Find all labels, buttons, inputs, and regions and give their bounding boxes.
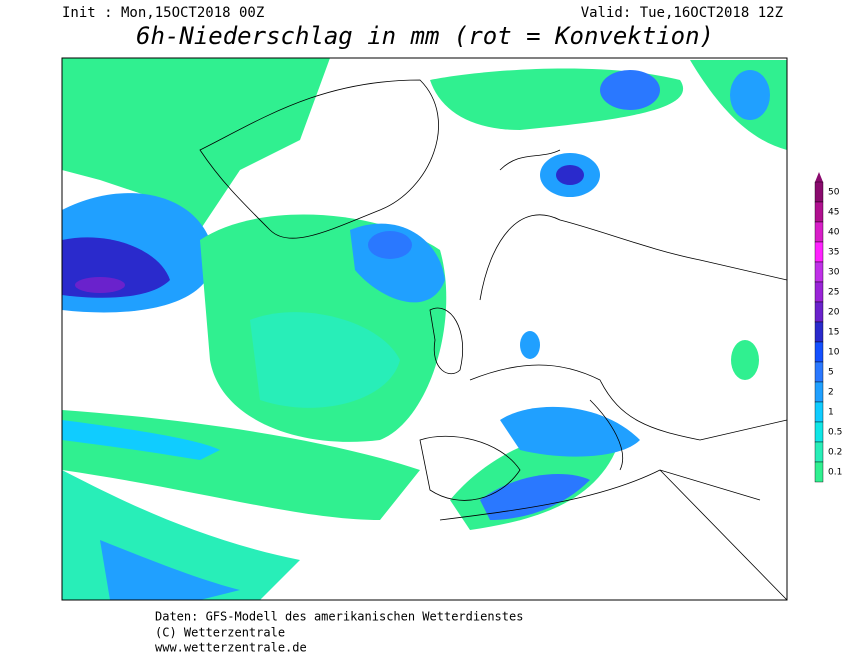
color-swatch — [814, 321, 824, 343]
color-swatch — [814, 461, 824, 483]
color-label: 45 — [828, 208, 839, 218]
color-label: 0.2 — [828, 448, 842, 458]
color-label: 5 — [828, 368, 834, 378]
color-label: 20 — [828, 308, 840, 318]
color-swatch — [814, 381, 824, 403]
footer-source: Daten: GFS-Modell des amerikanischen Wet… — [155, 610, 523, 624]
color-label: 40 — [828, 228, 840, 238]
precip-field — [62, 58, 787, 600]
color-swatch — [814, 201, 824, 223]
color-scale-arrow — [815, 172, 823, 182]
map-title: 6h-Niederschlag in mm (rot = Konvektion) — [136, 22, 714, 50]
valid-time: Valid: Tue,16OCT2018 12Z — [581, 5, 783, 21]
color-label: 15 — [828, 328, 839, 338]
footer-copyright: (C) Wetterzentrale — [155, 626, 285, 640]
map — [61, 57, 788, 601]
color-label: 2 — [828, 388, 834, 398]
color-label: 0.5 — [828, 428, 842, 438]
color-swatch — [814, 241, 824, 263]
color-label: 1 — [828, 408, 834, 418]
color-swatch — [814, 361, 824, 383]
color-swatch — [814, 421, 824, 443]
coastlines — [199, 79, 788, 601]
footer-url: www.wetterzentrale.de — [155, 641, 307, 655]
color-label: 35 — [828, 248, 839, 258]
color-label: 30 — [828, 268, 840, 278]
color-scale: 50 45 40 35 30 25 20 15 10 5 2 1 0.5 0.2 0.1 — [814, 172, 842, 483]
color-swatch — [814, 221, 824, 243]
color-swatch — [814, 181, 824, 203]
color-label: 50 — [828, 188, 840, 198]
color-swatch — [814, 441, 824, 463]
color-swatch — [814, 281, 824, 303]
color-swatch — [814, 341, 824, 363]
color-swatch — [814, 301, 824, 323]
color-swatch — [814, 401, 824, 423]
color-label: 25 — [828, 288, 839, 298]
color-swatch — [814, 261, 824, 283]
init-time: Init : Mon,15OCT2018 00Z — [62, 5, 264, 21]
color-label: 10 — [828, 348, 840, 358]
color-label: 0.1 — [828, 468, 842, 478]
map-frame — [61, 57, 788, 601]
